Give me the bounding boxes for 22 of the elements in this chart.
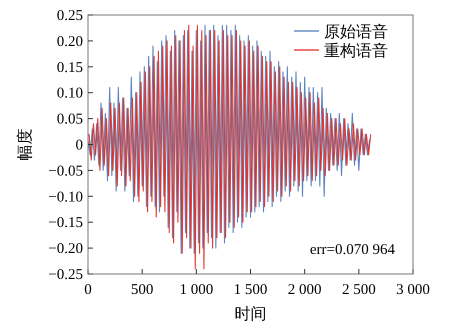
x-tick-label: 1 000 [179, 282, 214, 298]
y-tick-label: 0.25 [56, 8, 83, 24]
x-tick-label: 500 [130, 282, 154, 298]
y-tick-label: −0.25 [48, 267, 83, 283]
y-tick-label: −0.10 [48, 189, 83, 206]
x-tick-label: 3 000 [396, 282, 430, 298]
legend-label: 原始语音 [324, 23, 388, 41]
x-tick-label: 1 500 [234, 282, 268, 298]
y-tick-label: −0.20 [48, 241, 83, 258]
y-axis-title: 幅度 [16, 128, 34, 160]
y-tick-label: 0.05 [56, 112, 83, 128]
x-tick-label: 2 000 [288, 282, 322, 298]
y-tick-label: 0.20 [56, 34, 83, 50]
y-tick-label: 0.15 [56, 60, 83, 76]
x-tick-label: 2 500 [342, 282, 376, 298]
annotation: err=0.070 964 [310, 242, 396, 258]
y-tick-label: −0.05 [48, 163, 83, 180]
x-axis-title: 时间 [234, 305, 266, 323]
y-tick-label: 0 [76, 138, 83, 154]
legend-label: 重构语音 [324, 42, 388, 60]
y-tick-label: −0.15 [48, 215, 83, 232]
y-tick-label: 0.10 [56, 86, 83, 102]
